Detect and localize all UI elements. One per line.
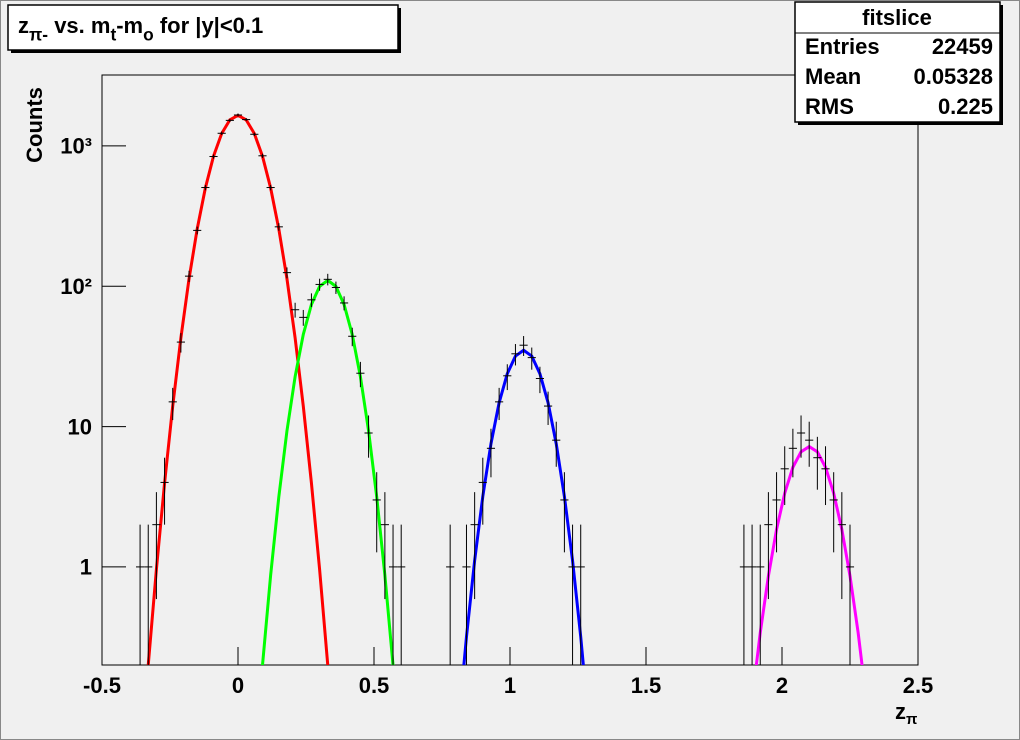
x-tick-label: 0 (232, 673, 244, 698)
stats-name: fitslice (862, 5, 932, 30)
x-tick-label: 0.5 (359, 673, 390, 698)
stats-value: 0.05328 (913, 64, 993, 89)
stats-label: Mean (805, 64, 861, 89)
x-tick-label: 1.5 (631, 673, 662, 698)
y-tick-label: 10³ (60, 134, 92, 159)
chart-title-part: o (143, 24, 154, 44)
x-tick-label: 2 (776, 673, 788, 698)
stats-value: 0.225 (938, 94, 993, 119)
chart-title: zπ- vs. mt-mo for |y|<0.1 (18, 13, 263, 44)
stats-box (794, 1, 1001, 123)
y-tick-label: 10 (68, 414, 92, 439)
x-tick-label: 2.5 (903, 673, 934, 698)
y-tick-label: 1 (80, 555, 92, 580)
plot-area (136, 113, 864, 665)
chart-title-part: π- (29, 24, 48, 44)
stats-label: RMS (805, 94, 854, 119)
x-axis-label: zπ (895, 699, 917, 728)
title-box (7, 4, 399, 51)
stats-value: 22459 (932, 34, 993, 59)
y-tick-label: 10² (60, 274, 92, 299)
stats-label: Entries (805, 34, 880, 59)
chart-title-part: vs. m (48, 13, 110, 38)
y-axis-label: Counts (22, 87, 47, 163)
chart-title-part: -m (116, 13, 143, 38)
x-tick-label: 1 (504, 673, 516, 698)
x-axis-label-part: z (895, 699, 906, 724)
chart-title-part: for |y|<0.1 (154, 13, 264, 38)
x-axis-label-part: π (906, 712, 917, 728)
chart-title-part: z (18, 13, 29, 38)
chart-title-part: t (110, 24, 116, 44)
x-tick-label: -0.5 (83, 673, 121, 698)
